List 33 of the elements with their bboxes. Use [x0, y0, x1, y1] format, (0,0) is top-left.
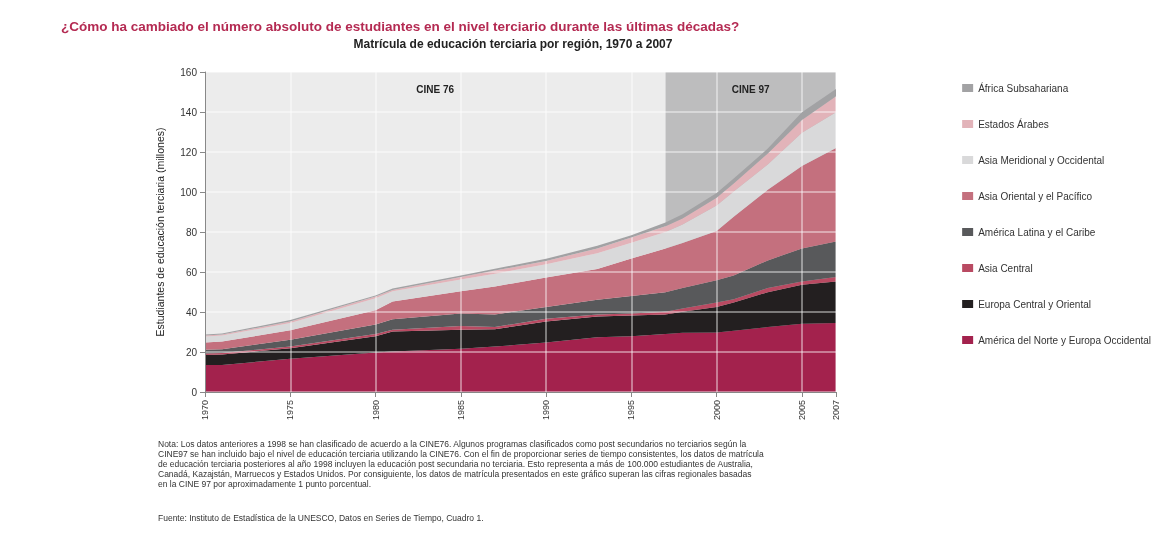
legend-label: Asia Meridional y Occidental	[978, 154, 1105, 166]
x-tick-label: 2005	[796, 400, 807, 421]
y-tick-label: 160	[180, 66, 198, 78]
x-tick-label: 1990	[541, 400, 552, 421]
legend-label: África Subsahariana	[978, 81, 1069, 94]
y-tick-label: 20	[185, 346, 198, 358]
x-tick-label: 1980	[370, 400, 381, 421]
x-tick-label: 1995	[626, 400, 637, 421]
x-tick-label: 1985	[455, 400, 466, 421]
band-label: CINE 76	[416, 83, 455, 95]
x-tick-label: 2007	[831, 400, 841, 421]
legend-label: Europa Central y Oriental	[978, 298, 1091, 310]
legend-label: Asia Oriental y el Pacífico	[978, 190, 1093, 202]
y-tick-label: 120	[180, 146, 198, 158]
x-tick-label: 1975	[285, 400, 296, 421]
text: Nota: Los datos anteriores a 1998 se han clasificado de acuerdo a la CINE76. Algunos programas clasificados como post secundarios no terciarios según la CINE97 se han incluido bajo el nivel de educación terciaria utilizando la CINE76. Con el fin de proporcionar series de tiempo consistentes, los datos de matrícula de educación terciaria posteriores al año 1998 incluyen la educación post secundaria no terciaria. Esto representa a más de 100.000 estudiantes de Australia, Canadá, Kazajstán, Marruecos y Estados Unidos. Por consiguiente, los datos de matrícula presentados en este gráfico superan las cifras regionales basadas en la CINE 97 por aproximadamente 1 punto porcentual.	[158, 439, 767, 489]
source-note: Fuente: Instituto de Estadística de la UNESCO, Datos en Series de Tiempo, Cuadro 1.	[158, 513, 484, 523]
y-tick-label: 0	[191, 386, 198, 398]
y-tick-label: 100	[180, 186, 198, 198]
y-tick-label: 140	[180, 106, 198, 118]
legend-label: Estados Árabes	[978, 117, 1049, 130]
y-axis-title: Estudiantes de educación terciaria (millones)	[153, 127, 166, 337]
x-tick-label: 1970	[200, 400, 210, 421]
legend-label: América Latina y el Caribe	[978, 226, 1096, 238]
chart-title: ¿Cómo ha cambiado el número absoluto de estudiantes en el nivel terciario durante las últimas décadas?	[61, 18, 740, 34]
y-tick-label: 60	[185, 266, 198, 278]
band-label: CINE 97	[731, 83, 771, 95]
legend-label: América del Norte y Europa Occidental	[978, 334, 1151, 346]
y-tick-label: 80	[185, 226, 198, 238]
x-tick-label: 2000	[711, 400, 722, 421]
y-tick-label: 40	[185, 306, 198, 318]
legend-label: Asia Central	[978, 262, 1033, 274]
chart-subtitle: Matrícula de educación terciaria por región, 1970 a 2007	[353, 37, 673, 51]
